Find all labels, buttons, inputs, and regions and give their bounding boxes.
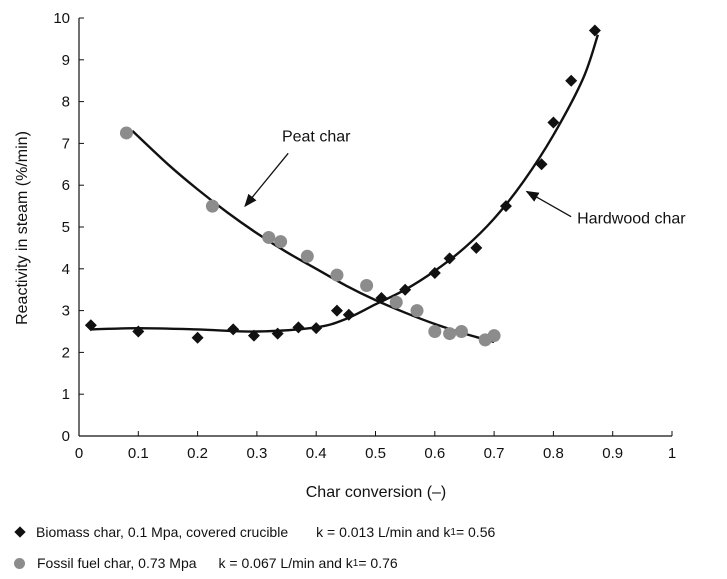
- biomass-point: [547, 116, 560, 129]
- data-points: [84, 24, 601, 347]
- x-axis-label: Char conversion (–): [306, 484, 447, 501]
- biomass-point: [330, 304, 343, 317]
- legend-fossil-k-sub: 1: [352, 557, 359, 569]
- biomass-point: [342, 308, 355, 321]
- biomass-point: [191, 331, 204, 344]
- fossil-point: [330, 268, 344, 282]
- axes: 0 0.1 0.2 0.3 0.4 0.5 0.6 0.7 0.8 0.9 101234567891…: [53, 10, 676, 462]
- annotation-hardwood-char: Hardwood char: [577, 211, 686, 228]
- legend-item-biomass: Biomass char, 0.1 Mpa, covered crucible …: [14, 524, 495, 540]
- fossil-point: [454, 325, 468, 338]
- biomass-point: [84, 319, 97, 332]
- y-tick-label: 0: [62, 428, 70, 445]
- biomass-point: [428, 266, 441, 279]
- annotations: Peat char Hardwood char: [244, 128, 686, 228]
- fossil-point: [487, 329, 501, 343]
- legend-biomass-k-sub: 1: [450, 526, 456, 538]
- biomass-point: [499, 200, 512, 213]
- fossil-fit-line: [131, 129, 495, 344]
- x-tick-label: 0.2: [187, 445, 208, 462]
- biomass-fit-line: [90, 34, 600, 333]
- fossil-point: [410, 304, 424, 318]
- biomass-point: [443, 252, 456, 265]
- y-tick-label: 1: [62, 386, 70, 403]
- x-tick-label: 0.4: [306, 445, 327, 462]
- biomass-point: [247, 329, 260, 342]
- biomass-point: [399, 283, 412, 296]
- legend-fossil-k: k = 0.067 L/min and k: [218, 555, 353, 571]
- x-tick-label: 0: [75, 445, 83, 462]
- fossil-point: [274, 235, 288, 249]
- y-tick-label: 10: [53, 10, 70, 27]
- biomass-point: [375, 292, 388, 305]
- y-tick-label: 5: [62, 219, 70, 236]
- x-tick-label: 0.7: [484, 445, 505, 462]
- y-tick-label: 3: [62, 303, 70, 320]
- fit-curves: [90, 34, 600, 344]
- x-tick-label: 0.1: [128, 445, 149, 462]
- y-tick-label: 4: [62, 261, 70, 278]
- y-tick-label: 9: [62, 52, 70, 69]
- fossil-point: [300, 249, 314, 263]
- x-tick-label: 0.5: [365, 445, 386, 462]
- fossil-point: [205, 199, 219, 213]
- biomass-point: [565, 74, 578, 87]
- y-tick-label: 7: [62, 135, 70, 152]
- biomass-point: [227, 323, 240, 336]
- biomass-point: [588, 24, 601, 37]
- y-tick-label: 2: [62, 344, 70, 361]
- y-tick-label: 8: [62, 94, 70, 111]
- circle-marker-icon: [14, 557, 25, 569]
- fossil-point: [428, 325, 442, 338]
- y-tick-label: 6: [62, 177, 70, 194]
- legend-biomass-k: k = 0.013 L/min and k: [316, 524, 451, 540]
- legend-fossil-k-tail: = 0.76: [358, 555, 398, 571]
- fossil-point: [360, 279, 374, 293]
- legend-biomass-label: Biomass char, 0.1 Mpa, covered crucible: [36, 524, 289, 540]
- legend-biomass-k-tail: = 0.56: [455, 524, 496, 540]
- annotation-hardwood-arrow: [525, 190, 572, 218]
- annotation-peat-arrow: [244, 152, 289, 208]
- biomass-point: [470, 241, 483, 254]
- fossil-point: [119, 126, 133, 140]
- biomass-point: [535, 158, 548, 171]
- x-tick-label: 1: [668, 445, 676, 462]
- biomass-point: [132, 325, 145, 338]
- fossil-point: [389, 295, 403, 309]
- legend-item-fossil: Fossil fuel char, 0.73 Mpa k = 0.067 L/m…: [14, 555, 398, 571]
- annotation-peat-char: Peat char: [282, 128, 351, 145]
- diamond-marker-icon: [14, 526, 26, 538]
- x-tick-label: 0.3: [246, 445, 267, 462]
- x-tick-label: 0.6: [424, 445, 445, 462]
- biomass-point: [310, 322, 323, 335]
- biomass-point: [292, 321, 305, 334]
- y-axis-label: Reactivity in steam (%/min): [14, 131, 31, 325]
- x-tick-label: 0.9: [602, 445, 623, 462]
- fossil-point: [262, 230, 276, 244]
- x-tick-label: 0.8: [543, 445, 564, 462]
- fossil-point: [443, 327, 457, 341]
- biomass-point: [271, 327, 284, 340]
- legend-fossil-label: Fossil fuel char, 0.73 Mpa: [37, 555, 197, 571]
